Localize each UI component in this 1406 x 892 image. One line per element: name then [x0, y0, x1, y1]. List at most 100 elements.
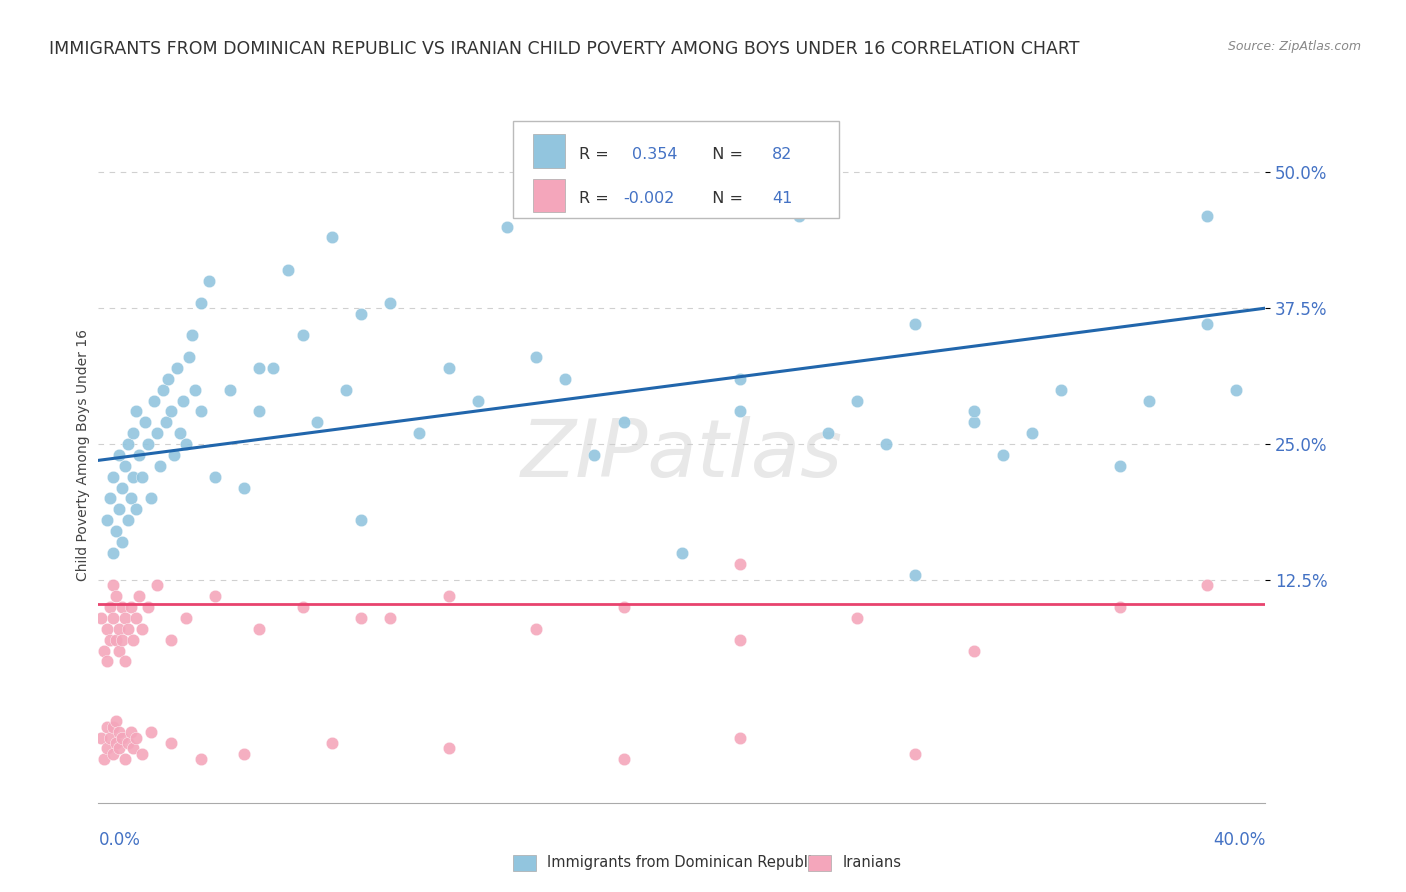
Point	[204, 589, 226, 603]
Point	[730, 404, 752, 418]
Point	[1284, 622, 1306, 636]
Text: 0.0%: 0.0%	[98, 830, 141, 848]
Point	[166, 360, 188, 375]
Point	[1313, 187, 1336, 202]
Point	[218, 383, 240, 397]
Point	[131, 622, 153, 636]
Point	[262, 360, 284, 375]
Point	[122, 741, 145, 756]
Point	[125, 502, 148, 516]
Point	[1108, 600, 1130, 615]
Point	[612, 600, 634, 615]
Point	[962, 404, 984, 418]
Point	[1195, 209, 1218, 223]
Text: 0.354: 0.354	[631, 147, 678, 161]
Point	[1195, 318, 1218, 332]
Point	[904, 747, 927, 761]
Text: R =: R =	[579, 147, 614, 161]
Point	[98, 600, 121, 615]
Point	[117, 622, 139, 636]
Point	[321, 736, 343, 750]
Point	[177, 350, 200, 364]
FancyBboxPatch shape	[513, 121, 839, 219]
Point	[787, 209, 810, 223]
Point	[114, 458, 136, 473]
Point	[380, 611, 402, 625]
Point	[524, 350, 547, 364]
Point	[1137, 393, 1160, 408]
Point	[117, 736, 139, 750]
Point	[1108, 458, 1130, 473]
Point	[180, 328, 202, 343]
Point	[139, 491, 162, 506]
Text: Immigrants from Dominican Republic: Immigrants from Dominican Republic	[547, 855, 820, 870]
Point	[160, 736, 183, 750]
Point	[120, 491, 142, 506]
Point	[114, 752, 136, 766]
Point	[172, 393, 194, 408]
Point	[117, 437, 139, 451]
Point	[122, 426, 145, 441]
Point	[1195, 578, 1218, 592]
Point	[169, 426, 191, 441]
Point	[108, 643, 131, 657]
Text: Iranians: Iranians	[842, 855, 901, 870]
Point	[183, 383, 205, 397]
Point	[136, 600, 159, 615]
Point	[198, 274, 221, 288]
Point	[524, 622, 547, 636]
Point	[1225, 383, 1247, 397]
Point	[190, 752, 212, 766]
Point	[174, 437, 197, 451]
Point	[350, 307, 373, 321]
Point	[111, 731, 134, 745]
Point	[846, 611, 869, 625]
Point	[111, 632, 134, 647]
Point	[114, 611, 136, 625]
Point	[111, 534, 134, 549]
Point	[108, 622, 131, 636]
Point	[437, 589, 460, 603]
Point	[108, 448, 131, 462]
Point	[904, 318, 927, 332]
Point	[160, 404, 183, 418]
Point	[962, 415, 984, 429]
Point	[98, 491, 121, 506]
Point	[101, 578, 124, 592]
Text: 82: 82	[772, 147, 792, 161]
Point	[128, 589, 150, 603]
Point	[612, 752, 634, 766]
Point	[152, 383, 174, 397]
Point	[111, 481, 134, 495]
Point	[146, 578, 169, 592]
Point	[98, 632, 121, 647]
Point	[101, 747, 124, 761]
Point	[96, 741, 118, 756]
Point	[174, 611, 197, 625]
Point	[114, 655, 136, 669]
Point	[730, 557, 752, 571]
Point	[117, 513, 139, 527]
Point	[90, 731, 112, 745]
Point	[291, 328, 314, 343]
Point	[155, 415, 177, 429]
Point	[108, 725, 131, 739]
Point	[139, 725, 162, 739]
Point	[875, 437, 897, 451]
Point	[277, 263, 299, 277]
Point	[496, 219, 519, 234]
Text: N =: N =	[702, 147, 748, 161]
Point	[204, 469, 226, 483]
Point	[1021, 426, 1043, 441]
Point	[730, 632, 752, 647]
Point	[467, 393, 489, 408]
Point	[190, 295, 212, 310]
Point	[142, 393, 165, 408]
Point	[122, 469, 145, 483]
Point	[122, 632, 145, 647]
Point	[730, 372, 752, 386]
Point	[101, 611, 124, 625]
Point	[380, 295, 402, 310]
Text: -0.002: -0.002	[624, 191, 675, 206]
Point	[904, 567, 927, 582]
